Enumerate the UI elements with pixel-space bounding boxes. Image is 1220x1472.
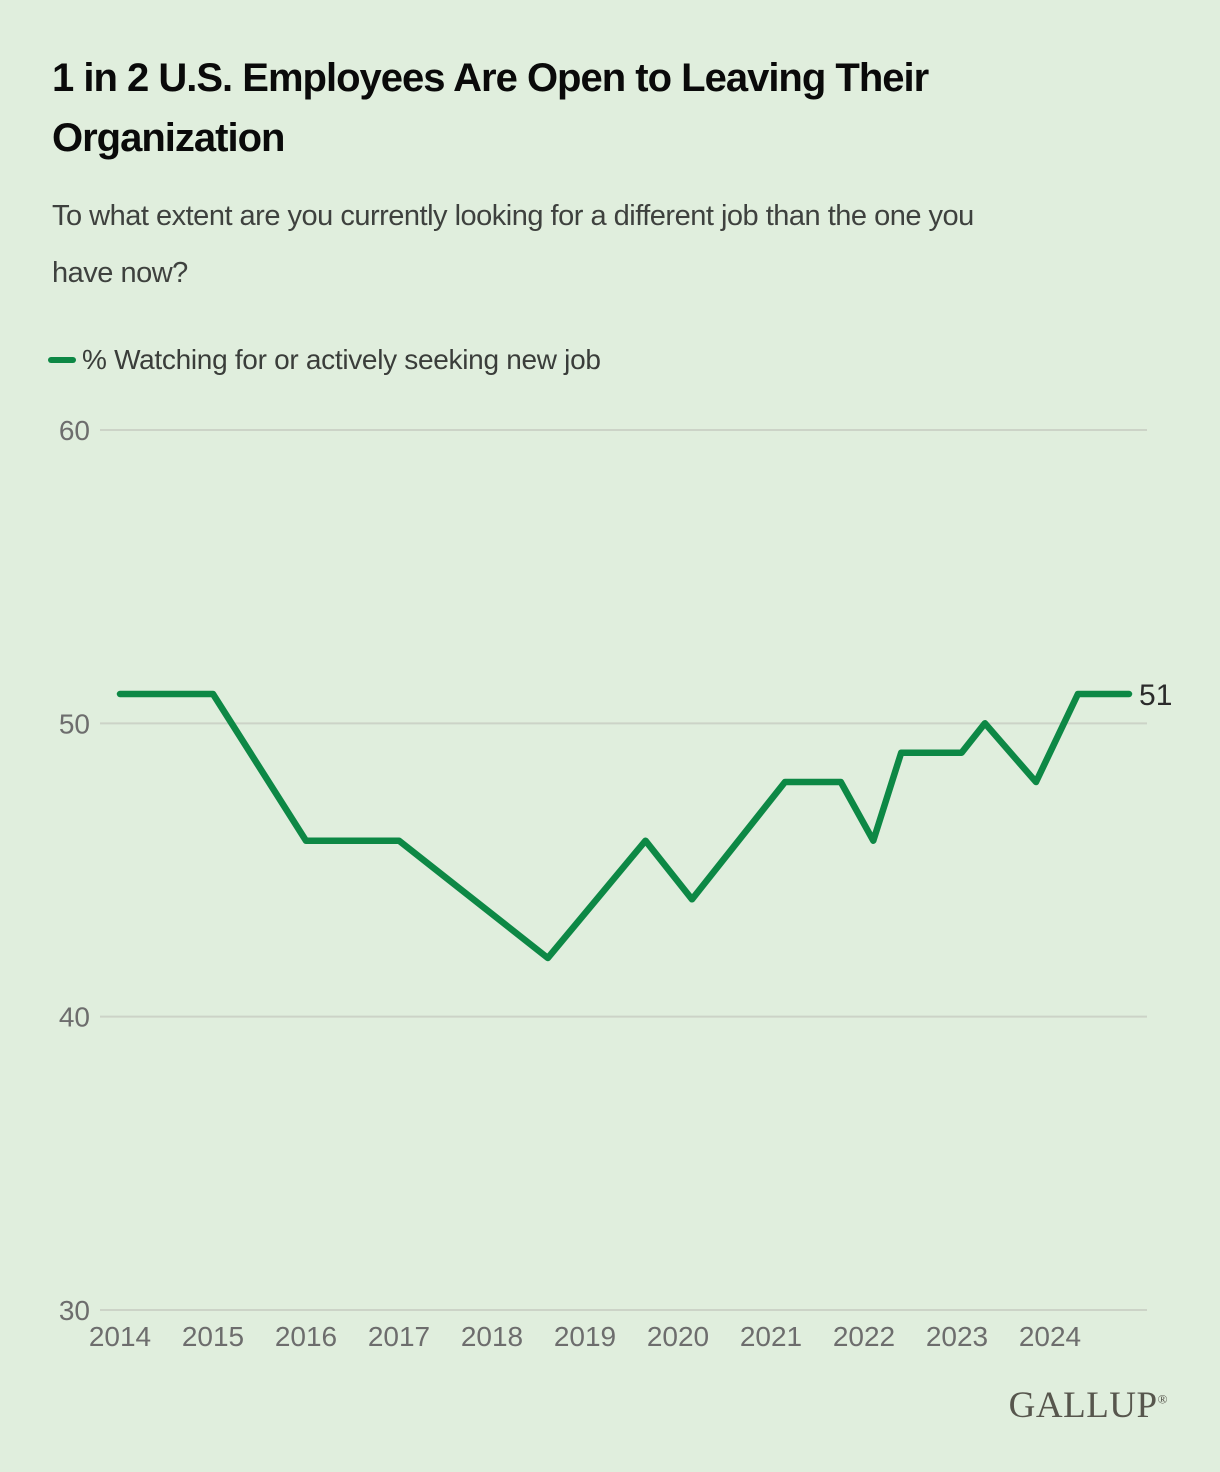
series-line [116, 690, 1133, 962]
x-axis-label-2018: 2018 [461, 1321, 523, 1352]
x-axis-label-2016: 2016 [275, 1321, 337, 1352]
x-axis-label-2015: 2015 [182, 1321, 244, 1352]
x-axis-label-2024: 2024 [1019, 1321, 1081, 1352]
y-axis-label-50: 50 [59, 708, 90, 739]
legend-line-swatch [48, 357, 76, 363]
x-axis-label-2021: 2021 [740, 1321, 802, 1352]
end-value-label: 51 [1139, 679, 1172, 712]
legend-label: % Watching for or actively seeking new j… [82, 344, 601, 375]
x-axis-label-2014: 2014 [89, 1321, 151, 1352]
survey-question-line-2: have now? [52, 257, 188, 289]
survey-question-subtitle: To what extent are you currently looking… [52, 188, 974, 302]
y-axis-label-60: 60 [59, 415, 90, 446]
registered-trademark-icon: ® [1157, 1391, 1168, 1407]
x-axis-label-2023: 2023 [926, 1321, 988, 1352]
survey-question-line-1: To what extent are you currently looking… [52, 200, 974, 232]
x-axis-label-2017: 2017 [368, 1321, 430, 1352]
gallup-logo: GALLUP® [1009, 1384, 1168, 1427]
y-axis-label-40: 40 [59, 1002, 90, 1033]
x-axis-label-2019: 2019 [554, 1321, 616, 1352]
page-title: 1 in 2 U.S. Employees Are Open to Leavin… [52, 48, 929, 168]
gallup-wordmark: GALLUP [1008, 1385, 1158, 1426]
page-title-line-1: 1 in 2 U.S. Employees Are Open to Leavin… [52, 56, 929, 100]
y-axis-label-30: 30 [59, 1295, 90, 1326]
legend: % Watching for or actively seeking new j… [48, 341, 601, 379]
page-title-line-2: Organization [52, 116, 285, 160]
x-axis-label-2022: 2022 [833, 1321, 895, 1352]
x-axis-label-2020: 2020 [647, 1321, 709, 1352]
